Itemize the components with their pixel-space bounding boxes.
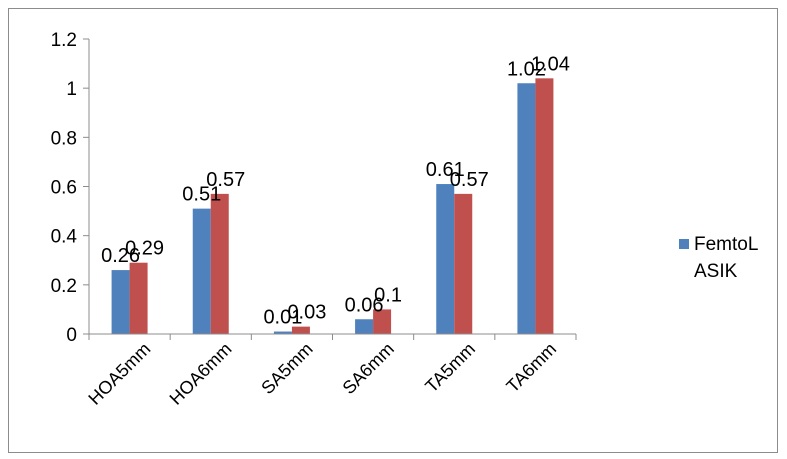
category-label-ta5mm: TA5mm — [421, 339, 479, 397]
data-label-hoa5mm-series-2: 0.29 — [125, 238, 164, 260]
data-label-hoa6mm-series-1: 0.51 — [182, 184, 221, 206]
category-labels: HOA5mm HOA6mm SA5mm SA6mm TA5mm TA6mm — [84, 339, 560, 409]
category-label-sa5mm: SA5mm — [257, 339, 316, 398]
y-tick-label: 0.6 — [51, 178, 77, 199]
bar-hoa5mm-series-2 — [129, 262, 148, 334]
axes-layer — [83, 38, 577, 340]
data-label-ta6mm-series-1: 1.02 — [507, 58, 546, 80]
y-tick-label: 0.4 — [51, 227, 78, 248]
legend-label-line-1: FemtoL — [694, 234, 758, 255]
bar-ta5mm-series-1 — [436, 184, 455, 334]
bar-ta6mm-series-1 — [517, 83, 536, 334]
y-tick-label: 0.8 — [51, 128, 77, 149]
bar-ta6mm-series-2 — [535, 78, 554, 334]
data-label-hoa5mm-series-1: 0.26 — [101, 245, 140, 267]
data-label-ta5mm-series-2: 0.57 — [450, 169, 489, 191]
category-label-ta6mm: TA6mm — [502, 339, 560, 397]
data-label-ta6mm-series-2: 1.04 — [531, 53, 570, 75]
bar-hoa5mm-series-1 — [111, 270, 130, 334]
bar-hoa6mm-series-1 — [192, 208, 211, 334]
bar-sa6mm-series-2 — [373, 309, 392, 334]
data-labels: 0.26 0.51 0.01 0.06 0.61 1.02 0.29 0.57 0.03 0.1 0… — [101, 53, 570, 328]
y-tick-label: 1 — [66, 79, 77, 100]
bar-hoa6mm-series-2 — [210, 193, 229, 334]
data-label-sa5mm-series-2: 0.03 — [287, 302, 326, 324]
bar-sa5mm-series-2 — [291, 326, 310, 334]
category-label-sa6mm: SA6mm — [339, 339, 398, 398]
bar-chart: 0 0.2 0.4 0.6 0.8 1 1.2 HOA5mm HOA6mm SA5mm SA6mm… — [51, 30, 759, 409]
data-label-sa6mm-series-2: 0.1 — [374, 284, 402, 306]
legend-label-line-2: ASIK — [694, 261, 738, 282]
bar-ta5mm-series-2 — [454, 193, 473, 334]
data-label-ta5mm-series-1: 0.61 — [426, 159, 465, 181]
bars-layer — [111, 78, 554, 334]
data-label-sa6mm-series-1: 0.06 — [345, 294, 384, 316]
category-label-hoa6mm: HOA6mm — [166, 339, 236, 409]
category-label-hoa5mm: HOA5mm — [84, 339, 154, 409]
data-label-sa5mm-series-1: 0.01 — [263, 307, 302, 329]
legend: FemtoL ASIK — [679, 234, 758, 282]
y-tick-label: 0.2 — [51, 276, 77, 297]
data-label-hoa6mm-series-2: 0.57 — [206, 169, 245, 191]
bar-sa6mm-series-1 — [355, 319, 374, 334]
y-tick-labels: 0 0.2 0.4 0.6 0.8 1 1.2 — [51, 30, 78, 346]
chart-frame: 0 0.2 0.4 0.6 0.8 1 1.2 HOA5mm HOA6mm SA5mm SA6mm… — [8, 8, 778, 453]
y-tick-label: 1.2 — [51, 30, 77, 51]
bar-sa5mm-series-1 — [273, 331, 292, 334]
y-tick-label: 0 — [66, 325, 77, 346]
legend-swatch-femtolasik — [679, 239, 689, 249]
